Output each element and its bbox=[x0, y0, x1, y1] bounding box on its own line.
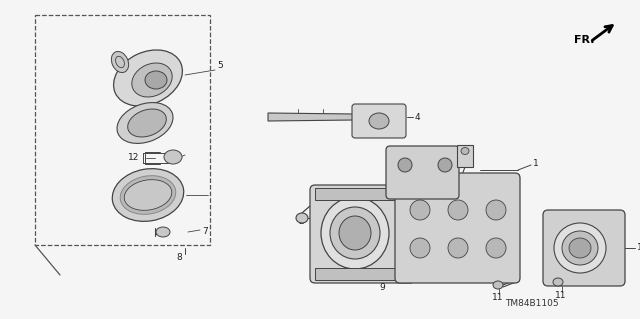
Ellipse shape bbox=[321, 197, 389, 269]
Bar bbox=[315, 268, 410, 280]
Text: TM84B1105: TM84B1105 bbox=[505, 299, 559, 308]
Bar bbox=[315, 188, 410, 200]
Bar bbox=[457, 145, 473, 167]
Text: 13: 13 bbox=[166, 153, 177, 162]
Text: 12: 12 bbox=[128, 153, 140, 162]
FancyBboxPatch shape bbox=[386, 146, 459, 199]
Bar bbox=[35, 15, 210, 245]
Ellipse shape bbox=[111, 51, 129, 72]
Ellipse shape bbox=[410, 200, 430, 220]
Ellipse shape bbox=[553, 278, 563, 286]
Ellipse shape bbox=[113, 50, 182, 106]
Ellipse shape bbox=[164, 150, 182, 164]
Ellipse shape bbox=[461, 147, 469, 154]
FancyBboxPatch shape bbox=[395, 173, 520, 283]
Ellipse shape bbox=[486, 238, 506, 258]
Ellipse shape bbox=[112, 169, 184, 221]
FancyBboxPatch shape bbox=[352, 104, 406, 138]
Ellipse shape bbox=[438, 158, 452, 172]
FancyBboxPatch shape bbox=[310, 185, 415, 283]
Ellipse shape bbox=[554, 223, 606, 273]
Ellipse shape bbox=[339, 216, 371, 250]
Text: FR.: FR. bbox=[574, 35, 595, 45]
Ellipse shape bbox=[132, 63, 172, 97]
Text: 7: 7 bbox=[202, 227, 208, 236]
Ellipse shape bbox=[145, 71, 167, 89]
Ellipse shape bbox=[493, 281, 503, 289]
Text: 4: 4 bbox=[415, 113, 420, 122]
Text: 2: 2 bbox=[298, 218, 303, 226]
Text: 1: 1 bbox=[533, 159, 539, 167]
Ellipse shape bbox=[486, 200, 506, 220]
Ellipse shape bbox=[330, 207, 380, 259]
Ellipse shape bbox=[562, 231, 598, 265]
Text: 3: 3 bbox=[407, 182, 413, 190]
Ellipse shape bbox=[398, 158, 412, 172]
FancyBboxPatch shape bbox=[543, 210, 625, 286]
Ellipse shape bbox=[128, 109, 166, 137]
Ellipse shape bbox=[117, 103, 173, 144]
Text: 11: 11 bbox=[492, 293, 504, 302]
Ellipse shape bbox=[156, 227, 170, 237]
Ellipse shape bbox=[124, 180, 172, 210]
Ellipse shape bbox=[410, 238, 430, 258]
Polygon shape bbox=[268, 113, 355, 121]
Text: 10: 10 bbox=[637, 243, 640, 253]
Ellipse shape bbox=[448, 200, 468, 220]
Ellipse shape bbox=[296, 213, 308, 223]
Ellipse shape bbox=[448, 238, 468, 258]
Ellipse shape bbox=[120, 176, 176, 214]
Text: 9: 9 bbox=[379, 284, 385, 293]
Ellipse shape bbox=[369, 113, 389, 129]
Ellipse shape bbox=[569, 238, 591, 258]
Text: 5: 5 bbox=[217, 61, 223, 70]
Text: 6: 6 bbox=[175, 189, 180, 197]
Text: 11: 11 bbox=[555, 292, 566, 300]
Text: 8: 8 bbox=[176, 254, 182, 263]
